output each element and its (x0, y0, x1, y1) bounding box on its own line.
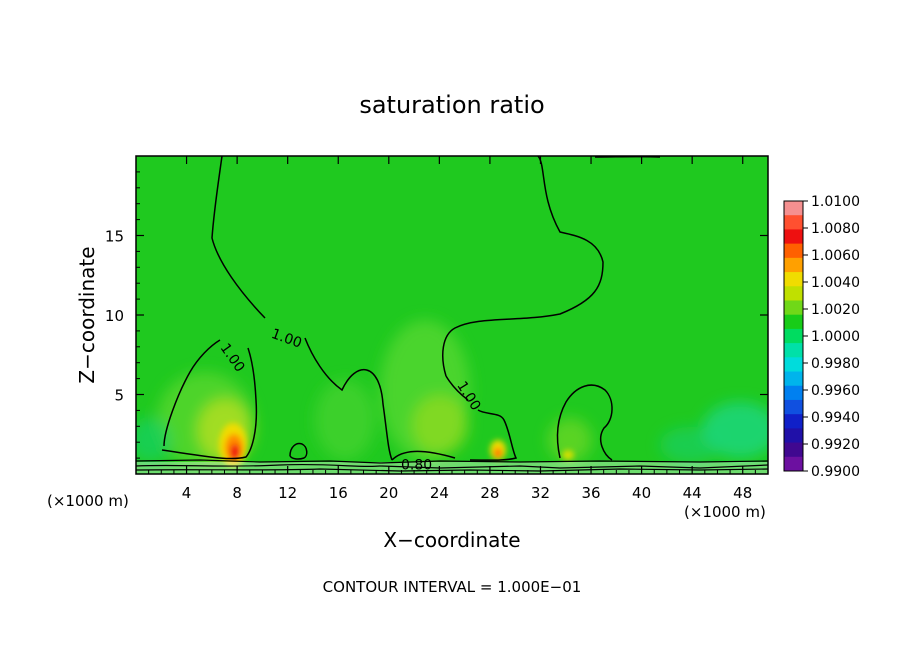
y-axis-label: Z−coordinate (75, 246, 99, 383)
colorbar-swatch (784, 257, 803, 273)
peak-shading (219, 423, 574, 467)
y-tick-label: 5 (114, 387, 124, 405)
x-tick-label: 12 (278, 484, 297, 502)
moist-region-center-core (412, 395, 468, 455)
surface-contour-3 (136, 468, 768, 472)
colorbar-label: 0.9900 (811, 464, 860, 480)
colorbar-swatch (784, 272, 803, 287)
x-unit-right: (×1000 m) (684, 503, 766, 521)
moist-region-mid (315, 380, 375, 460)
colorbar-swatch (784, 201, 803, 216)
surface-contours (136, 459, 768, 472)
x-unit-left: (×1000 m) (47, 492, 129, 510)
x-tick-label: 40 (632, 484, 651, 502)
plot-area (136, 156, 768, 474)
x-tick-label: 4 (182, 484, 192, 502)
colorbar-swatch (784, 215, 803, 230)
colorbar-swatch (784, 314, 803, 330)
x-tick-label: 48 (733, 484, 752, 502)
colorbar-swatch (784, 357, 803, 373)
colorbar-swatch (784, 442, 803, 458)
x-axis-label: X−coordinate (383, 528, 520, 552)
colorbar-swatch (784, 328, 803, 344)
peak-8km-inner (230, 444, 240, 460)
surface-contour-2 (136, 463, 768, 469)
colorbar-swatch (784, 428, 803, 444)
colorbar-swatch (784, 456, 803, 472)
y-tick-label: 10 (105, 307, 124, 325)
colorbar-label: 1.0060 (811, 248, 860, 264)
contour-lower-36 (556, 384, 613, 461)
contour-lower-center (445, 375, 518, 461)
colorbar-swatch (784, 300, 803, 316)
colorbar-swatch (784, 399, 803, 415)
colorbar-swatch (784, 385, 803, 401)
colorbar-swatch (784, 243, 803, 259)
x-tick-label: 24 (430, 484, 449, 502)
x-tick-label: 44 (683, 484, 702, 502)
colorbar-swatch (784, 286, 803, 301)
colorbar-label: 1.0020 (811, 302, 860, 318)
colorbar-label: 1.0000 (811, 329, 860, 345)
colorbar-swatch (784, 343, 803, 358)
colorbar: 1.0100 1.0080 1.0060 1.0040 1.0020 1.0000 0.99… (783, 194, 860, 480)
colorbar-label: 1.0100 (811, 194, 860, 210)
dry-region-low-left (136, 418, 172, 462)
contour-lines (161, 156, 661, 461)
x-tick-label: 20 (379, 484, 398, 502)
peak-28km-inner (494, 448, 502, 458)
colorbar-label: 0.9920 (811, 437, 860, 453)
contour-small-12 (289, 442, 308, 460)
peak-34km (562, 450, 574, 460)
x-tick-label: 32 (531, 484, 550, 502)
colorbar-swatch (784, 414, 803, 429)
x-tick-label: 8 (232, 484, 242, 502)
x-tick-label: 28 (480, 484, 499, 502)
colorbar-label: 1.0080 (811, 221, 860, 237)
contour-interval-note: CONTOUR INTERVAL = 1.000E−01 (323, 578, 582, 596)
colorbar-label: 0.9980 (811, 356, 860, 372)
contour-upper (211, 156, 604, 461)
contour-lower-left (161, 339, 258, 460)
dry-region-right2 (660, 427, 720, 463)
x-tick-label: 16 (329, 484, 348, 502)
colorbar-label: 0.9940 (811, 410, 860, 426)
chart-title: saturation ratio (359, 91, 544, 119)
colorbar-swatch (784, 371, 803, 387)
surface-contour-1 (136, 459, 768, 464)
y-tick-label: 15 (105, 228, 124, 246)
colorbar-label: 0.9960 (811, 383, 860, 399)
colorbar-swatch (784, 229, 803, 245)
colorbar-label: 1.0040 (811, 275, 860, 291)
x-tick-label: 36 (581, 484, 600, 502)
contour-label: 0.80 (401, 457, 432, 473)
